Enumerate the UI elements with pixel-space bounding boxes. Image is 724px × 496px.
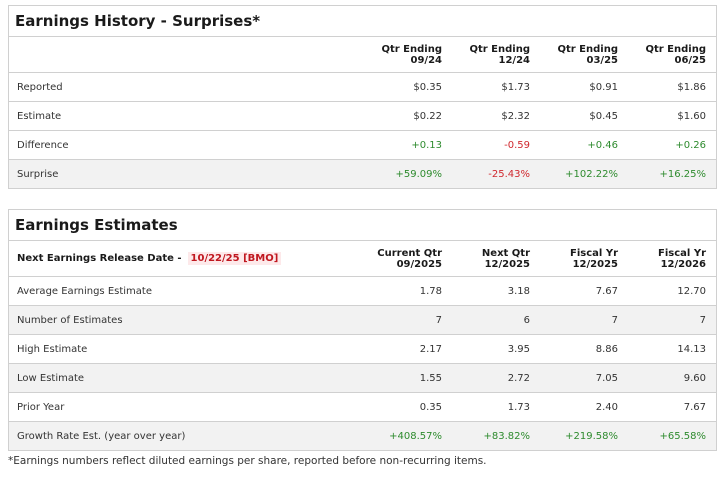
column-header-qtr-1224: Qtr Ending 12/24 bbox=[451, 44, 539, 66]
next-release-date-badge: 10/22/25 [BMO] bbox=[187, 252, 282, 265]
table-cell: +102.22% bbox=[565, 168, 618, 180]
column-header-qtr-0924: Qtr Ending 09/24 bbox=[363, 44, 451, 66]
row-label: Growth Rate Est. (year over year) bbox=[17, 430, 186, 442]
row-prior-year: Prior Year 0.35 1.73 2.40 7.67 bbox=[9, 393, 716, 422]
column-header-line1: Next Qtr bbox=[481, 247, 530, 259]
table-cell: $1.60 bbox=[677, 110, 706, 122]
table-cell: $1.73 bbox=[501, 81, 530, 93]
table-cell: 1.55 bbox=[419, 372, 442, 384]
table-cell: -0.59 bbox=[504, 139, 530, 151]
table-cell: +408.57% bbox=[389, 430, 442, 442]
column-header-line2: 12/24 bbox=[498, 54, 530, 66]
row-high-estimate: High Estimate 2.17 3.95 8.86 14.13 bbox=[9, 335, 716, 364]
row-low-estimate: Low Estimate 1.55 2.72 7.05 9.60 bbox=[9, 364, 716, 393]
column-header-line2: 06/25 bbox=[674, 54, 706, 66]
table-cell: +219.58% bbox=[565, 430, 618, 442]
row-label: Estimate bbox=[17, 110, 62, 122]
column-header-qtr-0325: Qtr Ending 03/25 bbox=[539, 44, 627, 66]
earnings-estimates-title: Earnings Estimates bbox=[9, 210, 716, 241]
table-cell: $0.22 bbox=[413, 110, 442, 122]
row-label: Surprise bbox=[17, 168, 59, 180]
table-cell: $0.91 bbox=[589, 81, 618, 93]
next-release-label-group: Next Earnings Release Date - 10/22/25 [B… bbox=[9, 252, 363, 265]
column-header-line1: Qtr Ending bbox=[381, 43, 442, 55]
table-cell: 6 bbox=[523, 314, 530, 326]
table-cell: 7.67 bbox=[595, 285, 618, 297]
row-label: High Estimate bbox=[17, 343, 88, 355]
table-cell: 2.72 bbox=[507, 372, 530, 384]
next-release-label: Next Earnings Release Date - bbox=[17, 253, 182, 264]
table-cell: $0.45 bbox=[589, 110, 618, 122]
table-cell: +0.26 bbox=[675, 139, 706, 151]
column-header-next-qtr: Next Qtr 12/2025 bbox=[451, 248, 539, 270]
table-cell: 2.40 bbox=[595, 401, 618, 413]
row-difference: Difference +0.13 -0.59 +0.46 +0.26 bbox=[9, 131, 716, 160]
table-cell: -25.43% bbox=[488, 168, 530, 180]
column-header-line2: 09/24 bbox=[410, 54, 442, 66]
column-header-line2: 12/2025 bbox=[572, 258, 618, 270]
row-estimate: Estimate $0.22 $2.32 $0.45 $1.60 bbox=[9, 102, 716, 131]
column-header-line1: Fiscal Yr bbox=[658, 247, 706, 259]
table-cell: 3.95 bbox=[507, 343, 530, 355]
earnings-history-header: Qtr Ending 09/24 Qtr Ending 12/24 Qtr En… bbox=[9, 37, 716, 73]
table-cell: +0.13 bbox=[411, 139, 442, 151]
table-cell: $2.32 bbox=[501, 110, 530, 122]
table-cell: +65.58% bbox=[659, 430, 706, 442]
row-label: Reported bbox=[17, 81, 63, 93]
row-growth-rate: Growth Rate Est. (year over year) +408.5… bbox=[9, 422, 716, 450]
table-cell: 12.70 bbox=[677, 285, 706, 297]
earnings-estimates-panel: Earnings Estimates Next Earnings Release… bbox=[8, 209, 717, 451]
column-header-line1: Fiscal Yr bbox=[570, 247, 618, 259]
footnote: *Earnings numbers reflect diluted earnin… bbox=[8, 455, 487, 467]
row-label: Prior Year bbox=[17, 401, 65, 413]
column-header-qtr-0625: Qtr Ending 06/25 bbox=[627, 44, 715, 66]
table-cell: +0.46 bbox=[587, 139, 618, 151]
earnings-history-panel: Earnings History - Surprises* Qtr Ending… bbox=[8, 5, 717, 189]
column-header-line2: 12/2025 bbox=[484, 258, 530, 270]
column-header-line2: 12/2026 bbox=[660, 258, 706, 270]
row-label: Number of Estimates bbox=[17, 314, 123, 326]
table-cell: 7 bbox=[611, 314, 618, 326]
column-header-fiscal-yr-2025: Fiscal Yr 12/2025 bbox=[539, 248, 627, 270]
table-cell: +83.82% bbox=[483, 430, 530, 442]
table-cell: 9.60 bbox=[683, 372, 706, 384]
table-cell: 1.78 bbox=[419, 285, 442, 297]
column-header-line1: Qtr Ending bbox=[645, 43, 706, 55]
row-surprise: Surprise +59.09% -25.43% +102.22% +16.25… bbox=[9, 160, 716, 188]
column-header-current-qtr: Current Qtr 09/2025 bbox=[363, 248, 451, 270]
table-cell: 8.86 bbox=[595, 343, 618, 355]
table-cell: 7.67 bbox=[683, 401, 706, 413]
table-cell: 7.05 bbox=[595, 372, 618, 384]
row-label: Difference bbox=[17, 139, 69, 151]
table-cell: 2.17 bbox=[419, 343, 442, 355]
row-label: Average Earnings Estimate bbox=[17, 285, 152, 297]
table-cell: 7 bbox=[435, 314, 442, 326]
table-cell: $1.86 bbox=[677, 81, 706, 93]
table-cell: 14.13 bbox=[677, 343, 706, 355]
row-reported: Reported $0.35 $1.73 $0.91 $1.86 bbox=[9, 73, 716, 102]
table-cell: 0.35 bbox=[419, 401, 442, 413]
column-header-line1: Current Qtr bbox=[377, 247, 442, 259]
table-cell: +59.09% bbox=[395, 168, 442, 180]
column-header-line1: Qtr Ending bbox=[557, 43, 618, 55]
row-label: Low Estimate bbox=[17, 372, 85, 384]
row-average-earnings-estimate: Average Earnings Estimate 1.78 3.18 7.67… bbox=[9, 277, 716, 306]
row-number-of-estimates: Number of Estimates 7 6 7 7 bbox=[9, 306, 716, 335]
earnings-history-title: Earnings History - Surprises* bbox=[9, 6, 716, 37]
column-header-line1: Qtr Ending bbox=[469, 43, 530, 55]
table-cell: 7 bbox=[699, 314, 706, 326]
table-cell: $0.35 bbox=[413, 81, 442, 93]
table-cell: 1.73 bbox=[507, 401, 530, 413]
earnings-estimates-header: Next Earnings Release Date - 10/22/25 [B… bbox=[9, 241, 716, 277]
table-cell: +16.25% bbox=[659, 168, 706, 180]
column-header-line2: 09/2025 bbox=[396, 258, 442, 270]
column-header-line2: 03/25 bbox=[586, 54, 618, 66]
column-header-fiscal-yr-2026: Fiscal Yr 12/2026 bbox=[627, 248, 715, 270]
table-cell: 3.18 bbox=[507, 285, 530, 297]
